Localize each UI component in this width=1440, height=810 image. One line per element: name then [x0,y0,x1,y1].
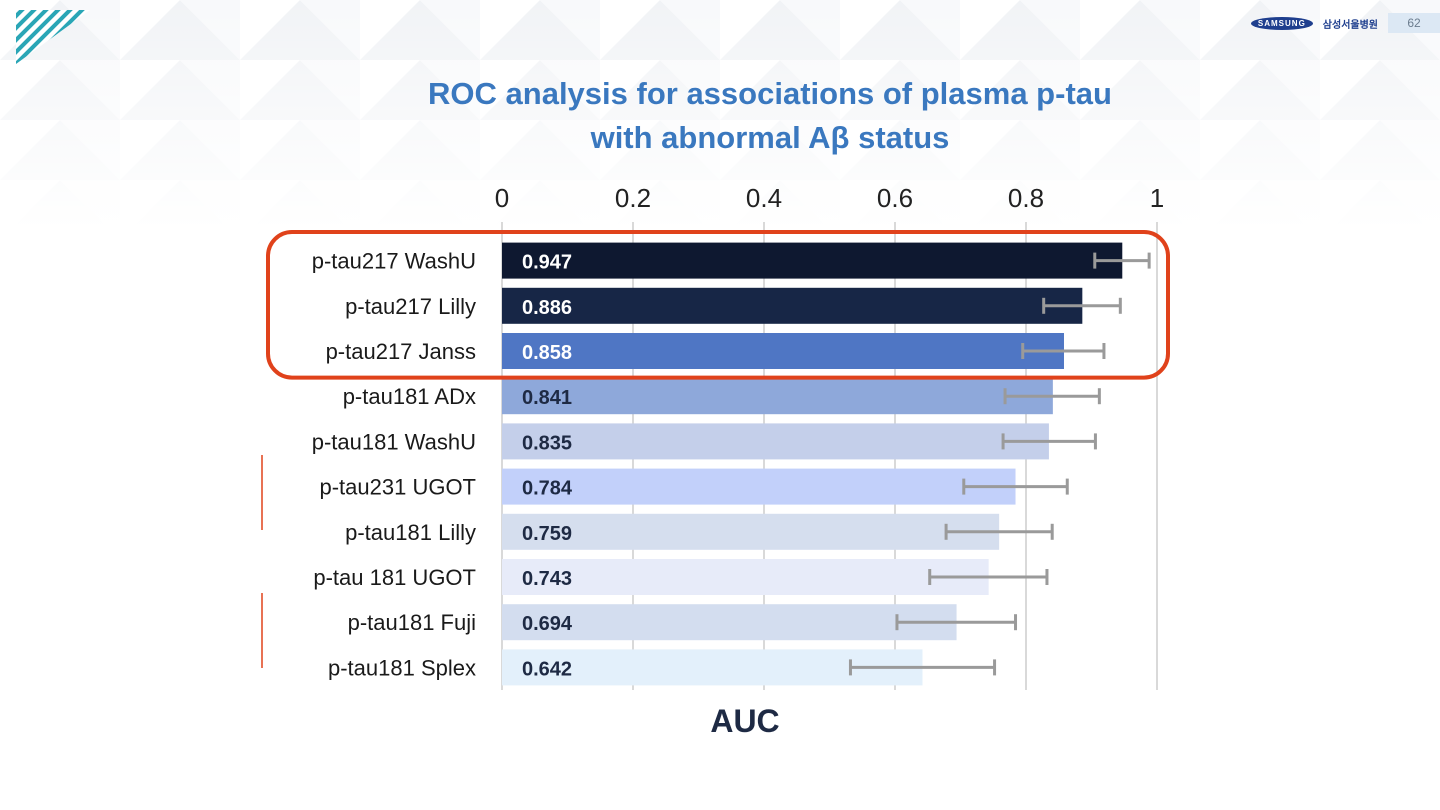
category-label: p-tau181 WashU [312,429,476,454]
hospital-name: 삼성서울병원 [1322,19,1378,31]
highlight-box [266,230,1170,380]
data-label: 0.743 [522,568,572,590]
page-number: 62 [1388,13,1440,33]
x-tick-label: 0.8 [1008,183,1044,213]
category-label: p-tau231 UGOT [319,475,476,500]
data-label: 0.835 [522,432,572,454]
x-axis-title: AUC [710,703,779,739]
bar [502,559,989,595]
corner-stripe-logo [16,10,90,64]
category-label: p-tau217 Janss [326,339,476,364]
data-label: 0.841 [522,387,572,409]
bar [502,333,1064,369]
category-label: p-tau 181 UGOT [313,565,476,590]
x-tick-label: 1 [1150,183,1164,213]
category-label: p-tau181 Lilly [345,520,476,545]
bar [502,242,1123,279]
data-label: 0.642 [522,658,572,680]
category-label: p-tau181 ADx [343,384,476,409]
bar [502,378,1053,415]
samsung-logo: SAMSUNG [1250,16,1313,30]
data-label: 0.947 [522,252,572,274]
data-label: 0.886 [522,297,572,319]
category-label: p-tau181 Splex [328,655,476,680]
title-line-1: ROC analysis for associations of plasma … [428,76,1112,111]
x-tick-label: 0.6 [877,183,913,213]
bar [502,287,1083,324]
x-tick-label: 0 [495,183,509,213]
bar [502,423,1049,460]
category-label: p-tau217 Lilly [345,294,476,319]
background-pattern [0,0,1440,230]
header-branding: SAMSUNG 삼성서울병원 62 [1250,12,1440,34]
x-tick-label: 0.2 [615,183,651,213]
category-label: p-tau217 WashU [312,249,476,274]
data-label: 0.759 [522,523,572,545]
x-tick-label: 0.4 [746,183,782,213]
title-line-2: with abnormal Aβ status [590,120,950,155]
bar [502,513,1000,550]
bar [502,468,1016,505]
data-label: 0.858 [522,342,572,364]
bar [502,604,957,641]
data-label: 0.784 [522,478,573,500]
data-label: 0.694 [522,613,573,635]
category-label: p-tau181 Fuji [348,610,476,635]
chart-title: ROC analysis for associations of plasma … [300,72,1240,160]
